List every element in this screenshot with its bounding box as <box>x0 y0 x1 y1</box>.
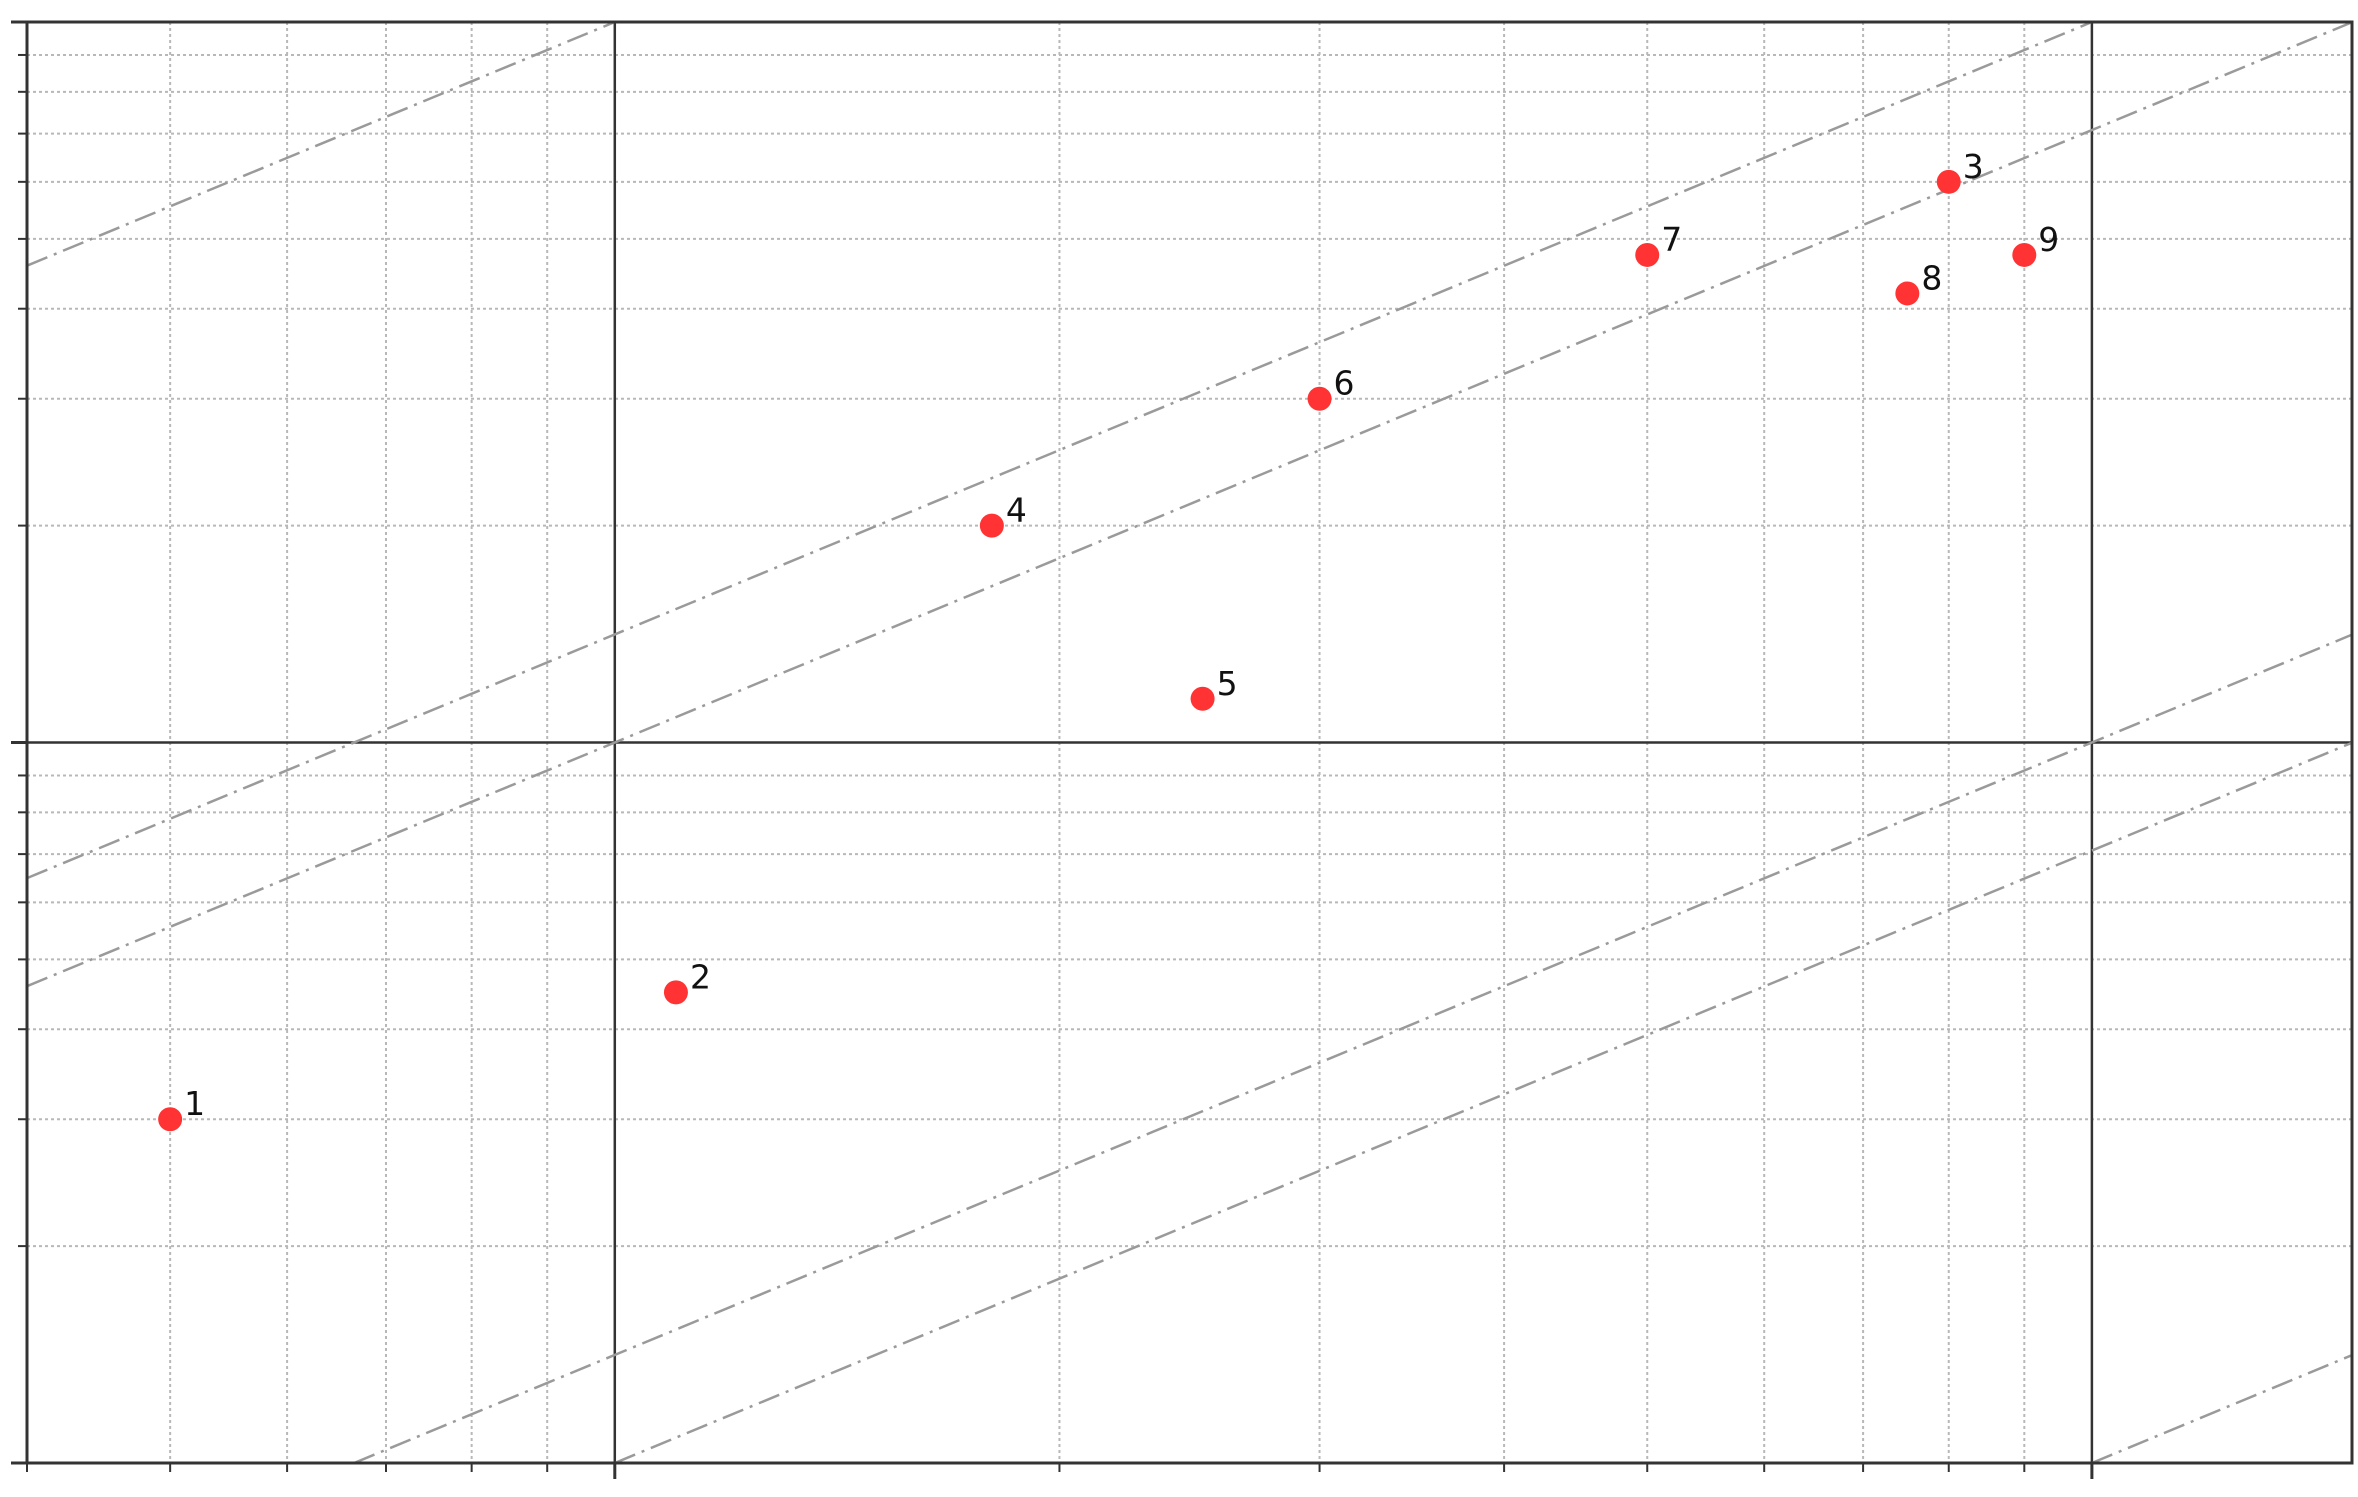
point-label: 4 <box>1006 491 1027 530</box>
point-label: 1 <box>184 1084 205 1123</box>
data-point-7: 7 <box>1635 220 1682 267</box>
reference-lines <box>26 20 2353 1465</box>
reference-line <box>26 20 2093 880</box>
point-marker <box>1936 169 1961 194</box>
point-label: 7 <box>1661 220 1682 259</box>
data-points: 1 2 3 4 5 6 7 8 9 <box>158 147 2059 1132</box>
data-point-9: 9 <box>2012 220 2059 267</box>
reference-line <box>26 21 2353 988</box>
point-marker <box>2012 242 2037 267</box>
data-point-8: 8 <box>1895 258 1942 306</box>
reference-line <box>26 20 616 267</box>
reference-line <box>614 741 2353 1465</box>
data-point-5: 5 <box>1190 664 1238 711</box>
point-marker <box>979 513 1004 538</box>
reference-line <box>353 633 2353 1465</box>
point-marker <box>1190 686 1215 711</box>
data-point-6: 6 <box>1307 364 1355 411</box>
point-label: 2 <box>690 957 711 996</box>
point-label: 5 <box>1217 664 1238 703</box>
point-label: 9 <box>2038 220 2059 259</box>
point-marker <box>1895 281 1920 306</box>
point-marker <box>158 1107 183 1132</box>
data-point-1: 1 <box>158 1084 205 1132</box>
point-marker <box>663 980 688 1005</box>
data-point-4: 4 <box>979 491 1027 538</box>
point-label: 6 <box>1334 364 1355 403</box>
data-point-3: 3 <box>1936 147 1984 194</box>
point-label: 8 <box>1921 258 1942 297</box>
point-marker <box>1635 242 1660 267</box>
plot-frame <box>25 20 2354 1465</box>
point-label: 3 <box>1963 147 1984 186</box>
data-point-2: 2 <box>663 957 711 1005</box>
point-marker <box>1307 386 1332 411</box>
reference-line <box>2091 1354 2353 1465</box>
